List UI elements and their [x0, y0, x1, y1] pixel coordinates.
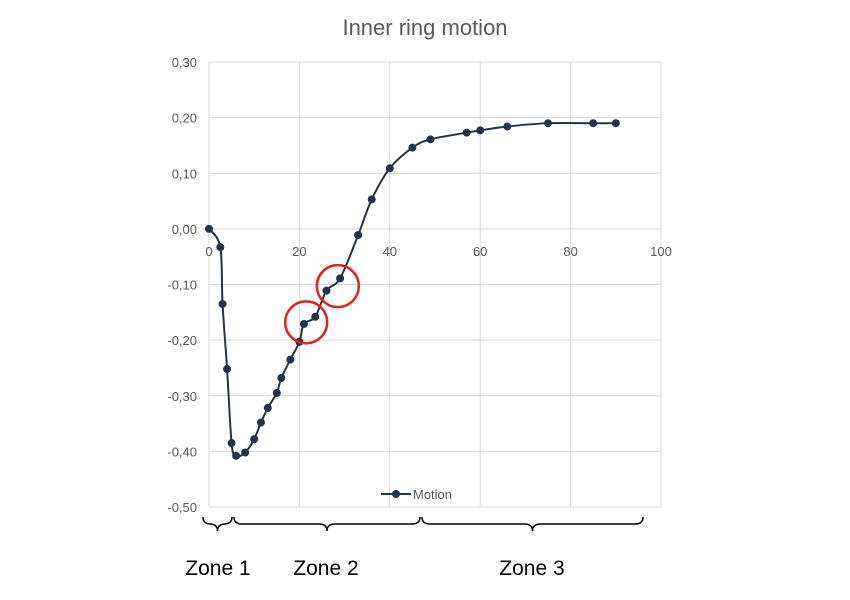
series-layer: [205, 119, 620, 460]
y-tick-label: -0,40: [167, 444, 197, 459]
x-tick-label: 100: [650, 244, 672, 259]
data-point: [426, 135, 435, 144]
zone-brace: [233, 516, 421, 532]
data-point: [223, 365, 232, 374]
x-tick-label: 20: [292, 244, 306, 259]
data-point: [272, 388, 281, 397]
data-point: [385, 164, 394, 173]
data-point: [311, 312, 320, 321]
y-tick-label: -0,30: [167, 389, 197, 404]
axis-layer: 0,30 0,20 0,10 0,00 -0,10 -0,20 -0,30 -0,40 -0,5…: [167, 55, 671, 515]
data-point: [336, 274, 345, 283]
y-tick-label: -0,50: [167, 500, 197, 515]
data-point: [227, 439, 236, 448]
y-tick-label: 0,20: [172, 111, 197, 126]
highlight-circle: [283, 300, 329, 345]
zone-layer: Zone 1 Zone 2 Zone 3: [185, 516, 644, 580]
data-point: [277, 373, 286, 382]
x-tick-label: 80: [563, 244, 577, 259]
data-point: [218, 299, 227, 308]
data-point: [462, 128, 471, 137]
data-point: [476, 126, 485, 135]
annotation-layer: [283, 263, 361, 345]
data-point: [408, 143, 417, 152]
x-tick-label: 40: [383, 244, 397, 259]
data-point: [589, 119, 598, 128]
zone-brace: [421, 516, 644, 532]
y-tick-label: 0,10: [172, 166, 197, 181]
y-tick-label: 0,00: [172, 222, 197, 237]
data-point: [250, 435, 259, 444]
data-point: [299, 319, 308, 328]
zone-label: Zone 3: [499, 557, 564, 580]
legend-marker-motion: [392, 490, 400, 498]
data-point: [216, 243, 225, 252]
legend: Motion: [381, 487, 452, 502]
zone-label: Zone 2: [293, 557, 358, 580]
data-point: [354, 230, 363, 239]
zone-brace: [202, 516, 233, 532]
y-tick-label: -0,20: [167, 333, 197, 348]
grid-layer: [208, 61, 662, 508]
legend-label-motion: Motion: [413, 487, 452, 502]
data-point: [232, 451, 241, 460]
chart-title: Inner ring motion: [342, 15, 507, 40]
data-point: [611, 119, 620, 128]
x-tick-label: 60: [473, 244, 487, 259]
zone-label: Zone 1: [185, 557, 250, 580]
data-point: [544, 119, 552, 128]
data-point: [322, 286, 331, 295]
y-tick-label: 0,30: [172, 55, 197, 70]
data-point: [286, 355, 295, 364]
highlight-circle: [315, 263, 361, 309]
data-point: [367, 195, 376, 204]
data-point: [256, 418, 265, 427]
x-tick-label: 0: [205, 244, 212, 259]
y-tick-label: -0,10: [167, 278, 197, 293]
data-point: [263, 403, 272, 412]
data-point: [205, 224, 213, 233]
data-point: [241, 448, 250, 457]
data-point: [503, 122, 512, 131]
